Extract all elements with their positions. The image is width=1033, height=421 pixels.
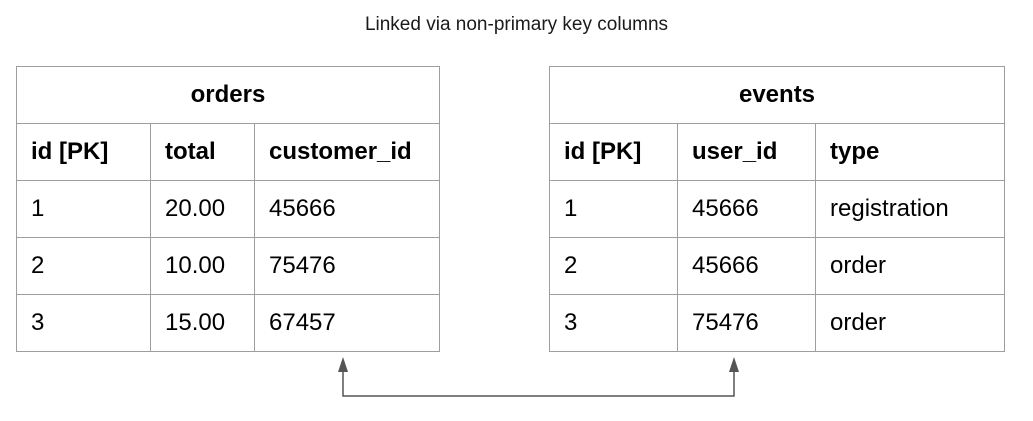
orders-column-id: id [PK] (16, 123, 151, 181)
orders-column-total: total (150, 123, 255, 181)
events-column-id: id [PK] (549, 123, 678, 181)
events-cell-id: 3 (549, 294, 678, 352)
table-row: 2 10.00 75476 (16, 237, 440, 295)
events-table-name: events (548, 66, 1006, 124)
arrowhead-up-icon (729, 357, 739, 372)
events-cell-type: registration (814, 180, 1006, 238)
arrowhead-up-icon (338, 357, 348, 372)
orders-cell-id: 1 (16, 180, 151, 238)
events-header-row: id [PK] user_id type (549, 123, 1006, 181)
orders-cell-customer-id: 45666 (254, 180, 440, 238)
orders-cell-total: 15.00 (150, 294, 255, 352)
events-cell-type: order (814, 237, 1006, 295)
orders-cell-total: 10.00 (150, 237, 255, 295)
events-table: events id [PK] user_id type 1 45666 regi… (548, 66, 1006, 352)
orders-table: orders id [PK] total customer_id 1 20.00… (16, 66, 440, 352)
orders-title-row: orders (16, 66, 440, 124)
events-cell-type: order (814, 294, 1006, 352)
table-row: 3 15.00 67457 (16, 294, 440, 352)
table-row: 2 45666 order (549, 237, 1006, 295)
orders-cell-id: 3 (16, 294, 151, 352)
table-row: 3 75476 order (549, 294, 1006, 352)
connector-line (342, 370, 735, 397)
diagram-caption: Linked via non-primary key columns (364, 14, 669, 35)
orders-cell-customer-id: 75476 (254, 237, 440, 295)
orders-cell-id: 2 (16, 237, 151, 295)
orders-cell-customer-id: 67457 (254, 294, 440, 352)
orders-table-name: orders (16, 66, 440, 124)
events-title-row: events (548, 66, 1006, 124)
orders-header-row: id [PK] total customer_id (16, 123, 440, 181)
events-cell-user-id: 45666 (677, 237, 816, 295)
events-cell-user-id: 75476 (677, 294, 816, 352)
